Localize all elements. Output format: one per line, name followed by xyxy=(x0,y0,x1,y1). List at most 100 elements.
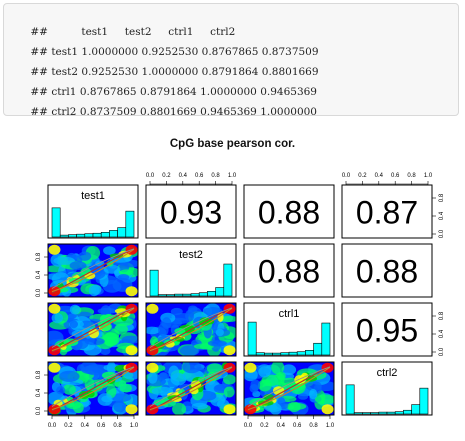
histogram-bar xyxy=(264,352,273,356)
row-name: test1 xyxy=(51,46,79,58)
loess-line xyxy=(51,248,135,293)
tick-label: 0.0 xyxy=(48,423,57,429)
density-blob xyxy=(73,336,89,350)
loess-line xyxy=(149,307,233,352)
density-blob xyxy=(220,315,236,322)
correlation-value: 0.93 xyxy=(160,195,222,231)
density-blob xyxy=(314,394,334,405)
tick-label: 0.8 xyxy=(113,423,122,429)
tick-label: 0.0 xyxy=(439,229,445,238)
histogram-bar xyxy=(411,404,421,415)
density-blob xyxy=(101,371,117,380)
density-blob xyxy=(84,337,105,346)
density-blob xyxy=(59,370,80,382)
tick-label: 0.6 xyxy=(293,423,302,429)
matrix-cell: 0.8737509 xyxy=(79,106,137,118)
density-blob xyxy=(69,320,79,329)
histogram-bar xyxy=(68,234,77,238)
loess-line xyxy=(149,366,233,407)
histogram-bar xyxy=(305,349,314,356)
matrix-cell: 0.8767865 xyxy=(201,46,259,58)
regression-line xyxy=(149,306,233,353)
density-blob xyxy=(287,401,301,412)
histogram-bar xyxy=(403,409,412,415)
tick-label: 0.8 xyxy=(407,173,416,179)
density-blob xyxy=(250,379,261,391)
tick-label: 0.8 xyxy=(439,193,445,202)
panel-frame xyxy=(243,184,335,239)
histogram-bar xyxy=(419,387,429,415)
tick-label: 0.2 xyxy=(260,423,269,429)
loess-line xyxy=(51,366,135,407)
density-blob xyxy=(146,303,159,314)
density-blob xyxy=(91,284,102,295)
panel-frame xyxy=(47,243,139,298)
density-blob xyxy=(48,303,61,314)
matrix-cell: 0.8737509 xyxy=(261,46,319,58)
matrix-cell: 0.8791864 xyxy=(139,86,197,98)
density-blob xyxy=(258,366,271,378)
density-panel xyxy=(244,362,334,415)
density-panel xyxy=(146,362,236,415)
tick-label: 0.0 xyxy=(36,406,42,415)
density-blob xyxy=(158,323,169,337)
density-blob xyxy=(206,363,223,374)
histogram-bar xyxy=(149,269,159,297)
histogram-bar xyxy=(166,294,175,297)
histogram-bar xyxy=(313,342,323,356)
prefix-marker: ## xyxy=(30,86,48,98)
tick-label: 0.2 xyxy=(64,423,73,429)
density-blob xyxy=(97,307,117,315)
density-blob xyxy=(125,286,138,297)
density-blob xyxy=(63,384,76,395)
loess-line xyxy=(149,307,233,348)
density-panel xyxy=(146,303,236,356)
density-blob xyxy=(53,256,75,265)
histogram-bar xyxy=(378,411,388,415)
prefix-marker: ## xyxy=(30,106,48,118)
histogram-bar xyxy=(288,351,298,356)
histogram-bar xyxy=(321,322,331,356)
tick-label: 1.0 xyxy=(424,173,433,179)
histogram-bar xyxy=(92,232,102,238)
tick-label: 1.0 xyxy=(326,423,335,429)
panel-frame xyxy=(47,184,139,239)
density-blob xyxy=(191,402,208,410)
matrix-cell: 0.8801669 xyxy=(139,106,197,118)
matrix-cell: 1.0000000 xyxy=(141,66,199,78)
panel-frame xyxy=(341,302,433,357)
density-blob xyxy=(271,362,285,375)
matrix-cell: 0.8767865 xyxy=(79,86,137,98)
tick-label: 0.4 xyxy=(277,423,286,429)
density-blob xyxy=(113,400,126,413)
tick-label: 0.6 xyxy=(391,173,400,179)
density-blob xyxy=(182,362,202,374)
density-blob xyxy=(78,251,92,261)
histogram-bar xyxy=(76,233,86,238)
tick-label: 0.0 xyxy=(36,288,42,297)
density-blob xyxy=(185,309,195,322)
tick-label: 0.8 xyxy=(309,423,318,429)
density-blob xyxy=(281,364,297,376)
variable-label: ctrl1 xyxy=(279,308,300,320)
loess-line xyxy=(247,366,331,411)
density-blob xyxy=(51,272,70,286)
panel-frame xyxy=(243,243,335,298)
panel-frame xyxy=(145,361,237,416)
matrix-row: ## test2 0.9252530 1.0000000 0.8791864 0… xyxy=(17,54,318,90)
tick-label: 0.8 xyxy=(439,311,445,320)
density-blob xyxy=(215,328,224,337)
regression-line xyxy=(51,247,135,294)
density-blob xyxy=(223,404,236,415)
density-blob xyxy=(321,404,334,415)
density-blob xyxy=(305,381,322,392)
tick-label: 0.4 xyxy=(81,423,90,429)
density-blob xyxy=(110,393,132,403)
density-blob xyxy=(48,362,61,373)
histogram-bar xyxy=(109,230,118,238)
panel-frame xyxy=(341,361,433,416)
histogram-bar xyxy=(182,293,192,297)
matrix-cell: 0.9252530 xyxy=(141,46,199,58)
correlation-value: 0.88 xyxy=(356,254,418,290)
tick-label: 0.8 xyxy=(211,173,220,179)
